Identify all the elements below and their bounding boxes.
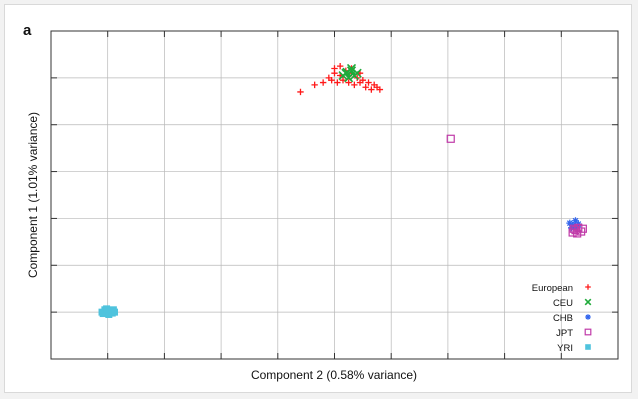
point-european xyxy=(334,79,341,86)
panel-label: a xyxy=(23,22,32,39)
point-european xyxy=(328,77,335,84)
point-european xyxy=(297,88,304,96)
series-yri xyxy=(98,305,119,318)
series-jpt xyxy=(446,134,587,238)
point-european xyxy=(339,77,347,84)
legend-marker-yri xyxy=(585,344,591,350)
point-ceu xyxy=(342,67,352,77)
point-yri xyxy=(99,310,107,318)
point-european xyxy=(351,81,358,89)
point-european xyxy=(336,62,344,70)
legend-marker-chb xyxy=(585,314,591,320)
point-european xyxy=(345,79,352,86)
axis-ticks xyxy=(51,31,618,359)
legend-label-jpt: JPT xyxy=(556,328,573,339)
point-ceu xyxy=(344,73,354,83)
legend-label-european: European xyxy=(532,283,573,294)
grid-lines xyxy=(51,31,618,359)
legend-item-european: European xyxy=(532,283,591,294)
point-european xyxy=(365,79,372,86)
point-chb xyxy=(571,217,579,225)
series-ceu xyxy=(338,63,362,83)
legend-item-ceu: CEU xyxy=(553,298,592,309)
legend-label-yri: YRI xyxy=(557,343,573,354)
point-jpt xyxy=(578,224,587,233)
point-yri xyxy=(103,305,111,313)
legend-label-ceu: CEU xyxy=(553,298,573,309)
point-chb xyxy=(566,219,574,227)
legend-marker-ceu xyxy=(584,298,592,306)
legend-marker-jpt xyxy=(584,328,592,336)
point-european xyxy=(331,65,338,72)
point-european xyxy=(356,79,364,86)
scatter-chart: a European CEU CHB JPT YRI Component 2 (0.58… xyxy=(23,22,619,382)
y-axis-label: Component 1 (1.01% variance) xyxy=(26,112,40,278)
point-european xyxy=(368,86,375,93)
legend: European CEU CHB JPT YRI xyxy=(532,283,592,354)
legend-label-chb: CHB xyxy=(553,313,573,324)
x-axis-label: Component 2 (0.58% variance) xyxy=(251,368,417,382)
point-european xyxy=(362,84,369,91)
point-european xyxy=(311,81,318,89)
point-yri xyxy=(111,308,119,316)
point-european xyxy=(319,79,327,86)
point-european xyxy=(376,86,384,93)
figure-frame: a European CEU CHB JPT YRI Component 2 (0.58… xyxy=(4,4,632,393)
legend-item-jpt: JPT xyxy=(556,328,592,339)
legend-item-chb: CHB xyxy=(553,313,591,324)
data-points xyxy=(98,62,587,318)
legend-item-yri: YRI xyxy=(557,343,591,354)
point-jpt xyxy=(446,134,455,143)
legend-marker-european xyxy=(585,284,591,290)
point-jpt xyxy=(569,224,578,233)
